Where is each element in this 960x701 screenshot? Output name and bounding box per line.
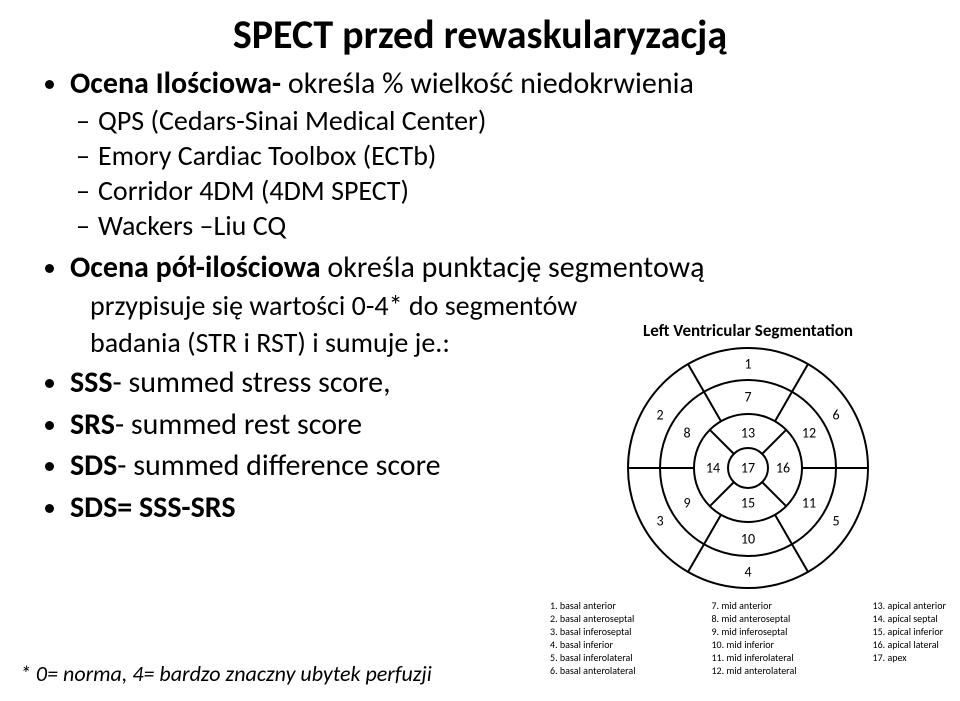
bullet-text-2: określa punktację segmentową: [327, 249, 704, 286]
legend-entry: 15. apical inferior: [873, 625, 946, 638]
segment-number: 11: [799, 495, 819, 512]
legend-entry: 17. apex: [873, 651, 946, 664]
sss-rest: - summed stress score,: [113, 364, 391, 401]
legend-col-3: 13. apical anterior14. apical septal15. …: [873, 599, 946, 677]
diagram-title: Left Ventricular Segmentation: [548, 320, 948, 341]
segment-number: 16: [773, 460, 793, 477]
segment-number: 5: [826, 513, 846, 530]
legend-entry: 3. basal inferoseptal: [550, 625, 636, 638]
legend-entry: 12. mid anterolateral: [711, 664, 796, 677]
segment-number: 8: [677, 425, 697, 442]
segment-number: 6: [826, 407, 846, 424]
legend-entry: 10. mid inferior: [711, 638, 796, 651]
srs-rest: - summed rest score: [115, 406, 362, 443]
segment-number: 7: [738, 389, 758, 406]
sds-rest: - summed difference score: [117, 447, 440, 484]
legend-entry: 4. basal inferior: [550, 638, 636, 651]
legend-col-1: 1. basal anterior2. basal anteroseptal3.…: [550, 599, 636, 677]
legend-entry: 1. basal anterior: [550, 599, 636, 612]
legend-entry: 5. basal inferolateral: [550, 651, 636, 664]
segment-number: 13: [738, 425, 758, 442]
legend-entry: 9. mid inferoseptal: [711, 625, 796, 638]
segment-number: 12: [799, 425, 819, 442]
lv-segmentation-diagram: Left Ventricular Segmentation 1234567891…: [548, 320, 948, 677]
segment-number: 4: [738, 564, 758, 581]
sub-item: Corridor 4DM (4DM SPECT): [98, 173, 930, 208]
segment-legend: 1. basal anterior2. basal anteroseptal3.…: [548, 599, 948, 677]
legend-entry: 7. mid anterior: [711, 599, 796, 612]
bullseye-plot: 1234567891011121314151617: [623, 343, 873, 593]
sub-item: Emory Cardiac Toolbox (ECTb): [98, 138, 930, 173]
legend-col-2: 7. mid anterior8. mid anteroseptal9. mid…: [711, 599, 796, 677]
sub-item: QPS (Cedars-Sinai Medical Center): [98, 103, 930, 138]
segment-number: 17: [738, 460, 758, 477]
legend-entry: 11. mid inferolateral: [711, 651, 796, 664]
bullet-text-1: określa % wielkość niedokrwienia: [288, 65, 694, 102]
sub-item: Wackers –Liu CQ: [98, 208, 930, 243]
footnote: * 0= norma, 4= bardzo znaczny ubytek per…: [20, 660, 432, 687]
segment-number: 1: [738, 356, 758, 373]
bullet-bold-2: Ocena pół-ilościowa: [70, 249, 327, 286]
legend-entry: 16. apical lateral: [873, 638, 946, 651]
desc-line-1: przypisuje się wartości 0-4* do segmentó…: [70, 288, 930, 323]
legend-entry: 8. mid anteroseptal: [711, 612, 796, 625]
legend-entry: 6. basal anterolateral: [550, 664, 636, 677]
segment-number: 15: [738, 495, 758, 512]
sub-list-1: QPS (Cedars-Sinai Medical Center) Emory …: [70, 103, 930, 243]
segment-number: 14: [703, 460, 723, 477]
legend-entry: 14. apical septal: [873, 612, 946, 625]
sds-bold: SDS: [70, 447, 117, 484]
slide: SPECT przed rewaskularyzacją Ocena Ilośc…: [0, 0, 960, 701]
segment-number: 9: [677, 495, 697, 512]
srs-bold: SRS: [70, 406, 115, 443]
bullet-bold-1: Ocena Ilościowa-: [70, 65, 288, 102]
slide-title: SPECT przed rewaskularyzacją: [30, 10, 930, 59]
sss-bold: SSS: [70, 364, 113, 401]
bullet-ocena-ilosciowa: Ocena Ilościowa- określa % wielkość nied…: [70, 65, 930, 243]
legend-entry: 2. basal anteroseptal: [550, 612, 636, 625]
segment-number: 3: [650, 513, 670, 530]
legend-entry: 13. apical anterior: [873, 599, 946, 612]
segment-number: 2: [650, 407, 670, 424]
segment-number: 10: [738, 531, 758, 548]
sds-eq-bold: SDS= SSS-SRS: [70, 489, 236, 526]
